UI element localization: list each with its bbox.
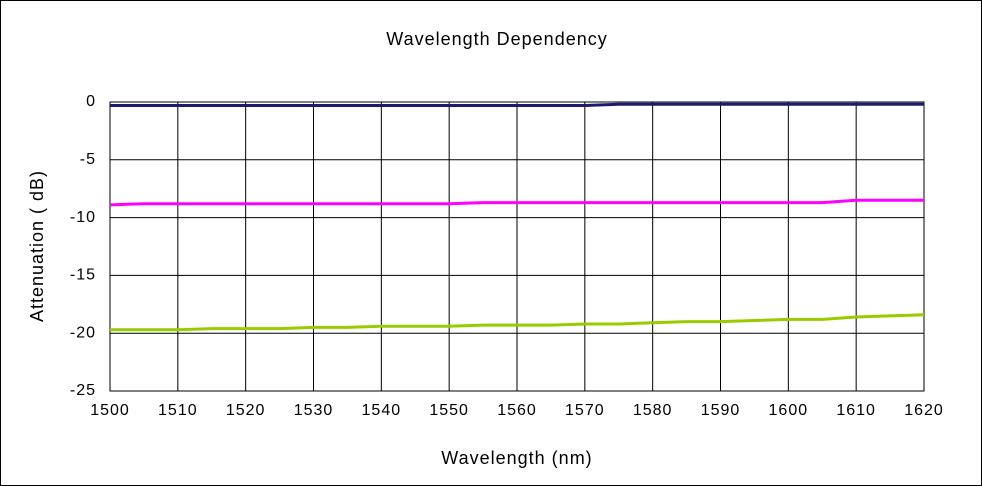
series-line [109, 198, 924, 207]
x-tick-label: 1600 [769, 402, 809, 419]
series-line [110, 313, 925, 332]
x-tick-label: 1540 [362, 402, 402, 419]
y-axis-label: Attenuation ( dB) [27, 170, 47, 322]
chart-title: Wavelength Dependency [386, 29, 607, 49]
x-tick-label: 1510 [158, 402, 198, 419]
x-tick-label: 1520 [226, 402, 266, 419]
x-axis-label: Wavelength (nm) [441, 448, 592, 468]
x-tick-label: 1550 [429, 402, 469, 419]
y-tick-label: 0 [86, 93, 96, 110]
series-line [110, 102, 924, 107]
x-tick-label: 1590 [701, 402, 741, 419]
x-tick-label: 1570 [565, 402, 605, 419]
x-tick-label: 1610 [836, 402, 876, 419]
y-tick-label: -15 [70, 267, 96, 284]
y-tick-label: -10 [70, 209, 96, 226]
y-tick-label: -25 [70, 382, 96, 399]
y-tick-label: -20 [70, 324, 96, 341]
x-tick-label: 1500 [90, 402, 130, 419]
x-tick-label: 1560 [497, 402, 537, 419]
x-tick-label: 1580 [633, 402, 673, 419]
x-tick-label: 1530 [294, 402, 334, 419]
x-tick-label: 1620 [904, 402, 944, 419]
plot-border [109, 101, 925, 392]
y-tick-label: -5 [80, 151, 96, 168]
